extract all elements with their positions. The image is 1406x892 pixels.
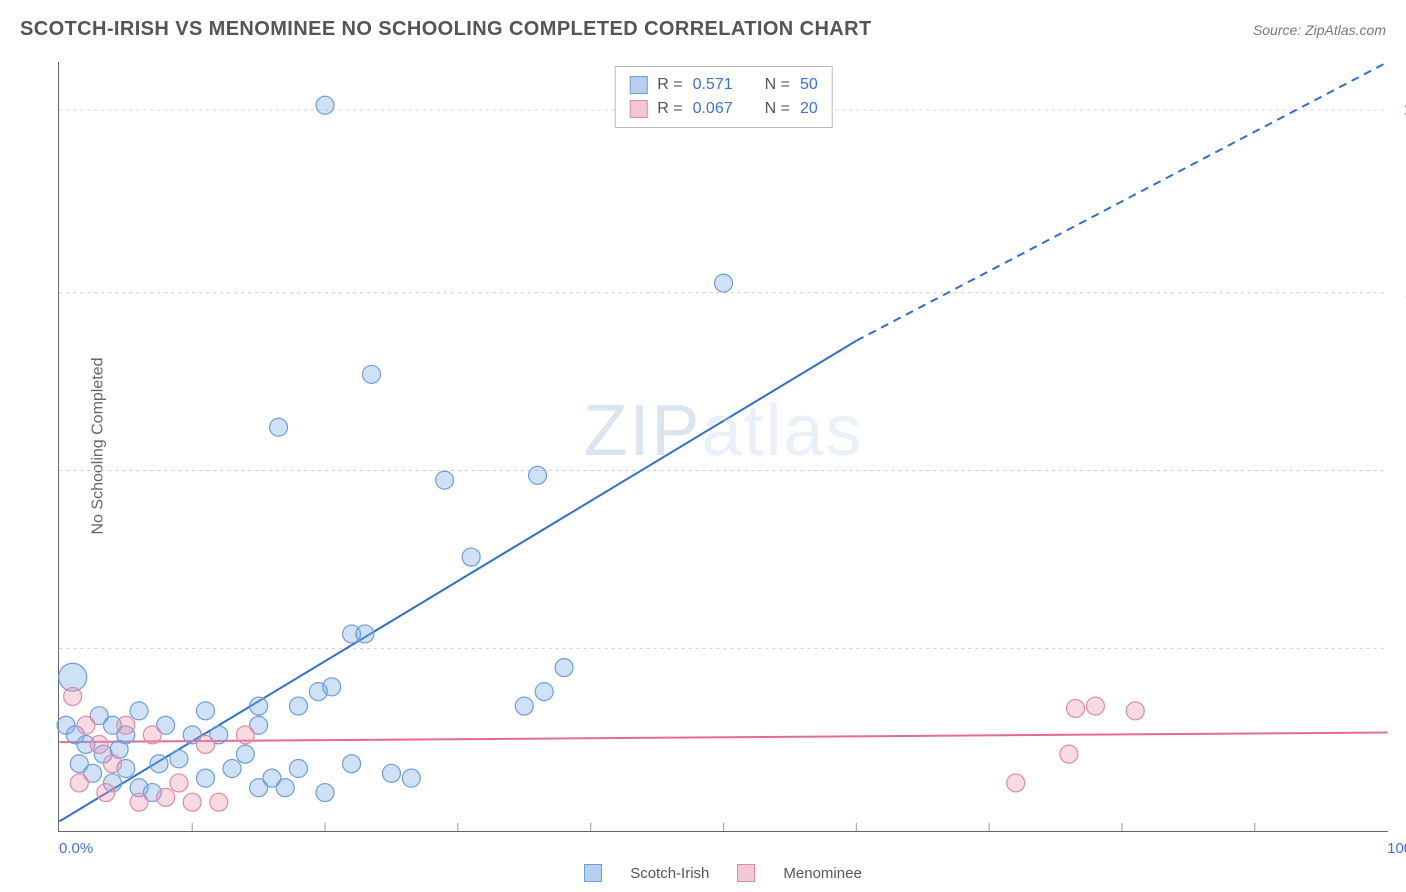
r-value-1: 0.067 — [693, 97, 733, 121]
chart-title: SCOTCH-IRISH VS MENOMINEE NO SCHOOLING C… — [20, 18, 872, 41]
xtick-label: 0.0% — [59, 840, 93, 857]
legend-swatch-menominee — [737, 864, 755, 882]
n-label: N = — [765, 73, 790, 97]
n-value-1: 20 — [800, 97, 818, 121]
n-label: N = — [765, 97, 790, 121]
plot-area: R = 0.571 N = 50 R = 0.067 N = 20 ZIPatl… — [58, 62, 1388, 832]
series-legend: Scotch-Irish Menominee — [58, 864, 1388, 882]
xtick-label: 100.0% — [1387, 840, 1406, 857]
correlation-legend: R = 0.571 N = 50 R = 0.067 N = 20 — [614, 66, 833, 128]
legend-label-menominee: Menominee — [783, 865, 861, 882]
legend-label-scotch-irish: Scotch-Irish — [630, 865, 709, 882]
n-value-0: 50 — [800, 73, 818, 97]
correlation-row-0: R = 0.571 N = 50 — [629, 73, 818, 97]
swatch-menominee — [629, 100, 647, 118]
swatch-scotch-irish — [629, 76, 647, 94]
source-label: Source: ZipAtlas.com — [1253, 22, 1386, 38]
legend-swatch-scotch-irish — [584, 864, 602, 882]
r-value-0: 0.571 — [693, 73, 733, 97]
r-label: R = — [657, 73, 682, 97]
correlation-row-1: R = 0.067 N = 20 — [629, 97, 818, 121]
scatter-svg — [59, 62, 1388, 831]
r-label: R = — [657, 97, 682, 121]
